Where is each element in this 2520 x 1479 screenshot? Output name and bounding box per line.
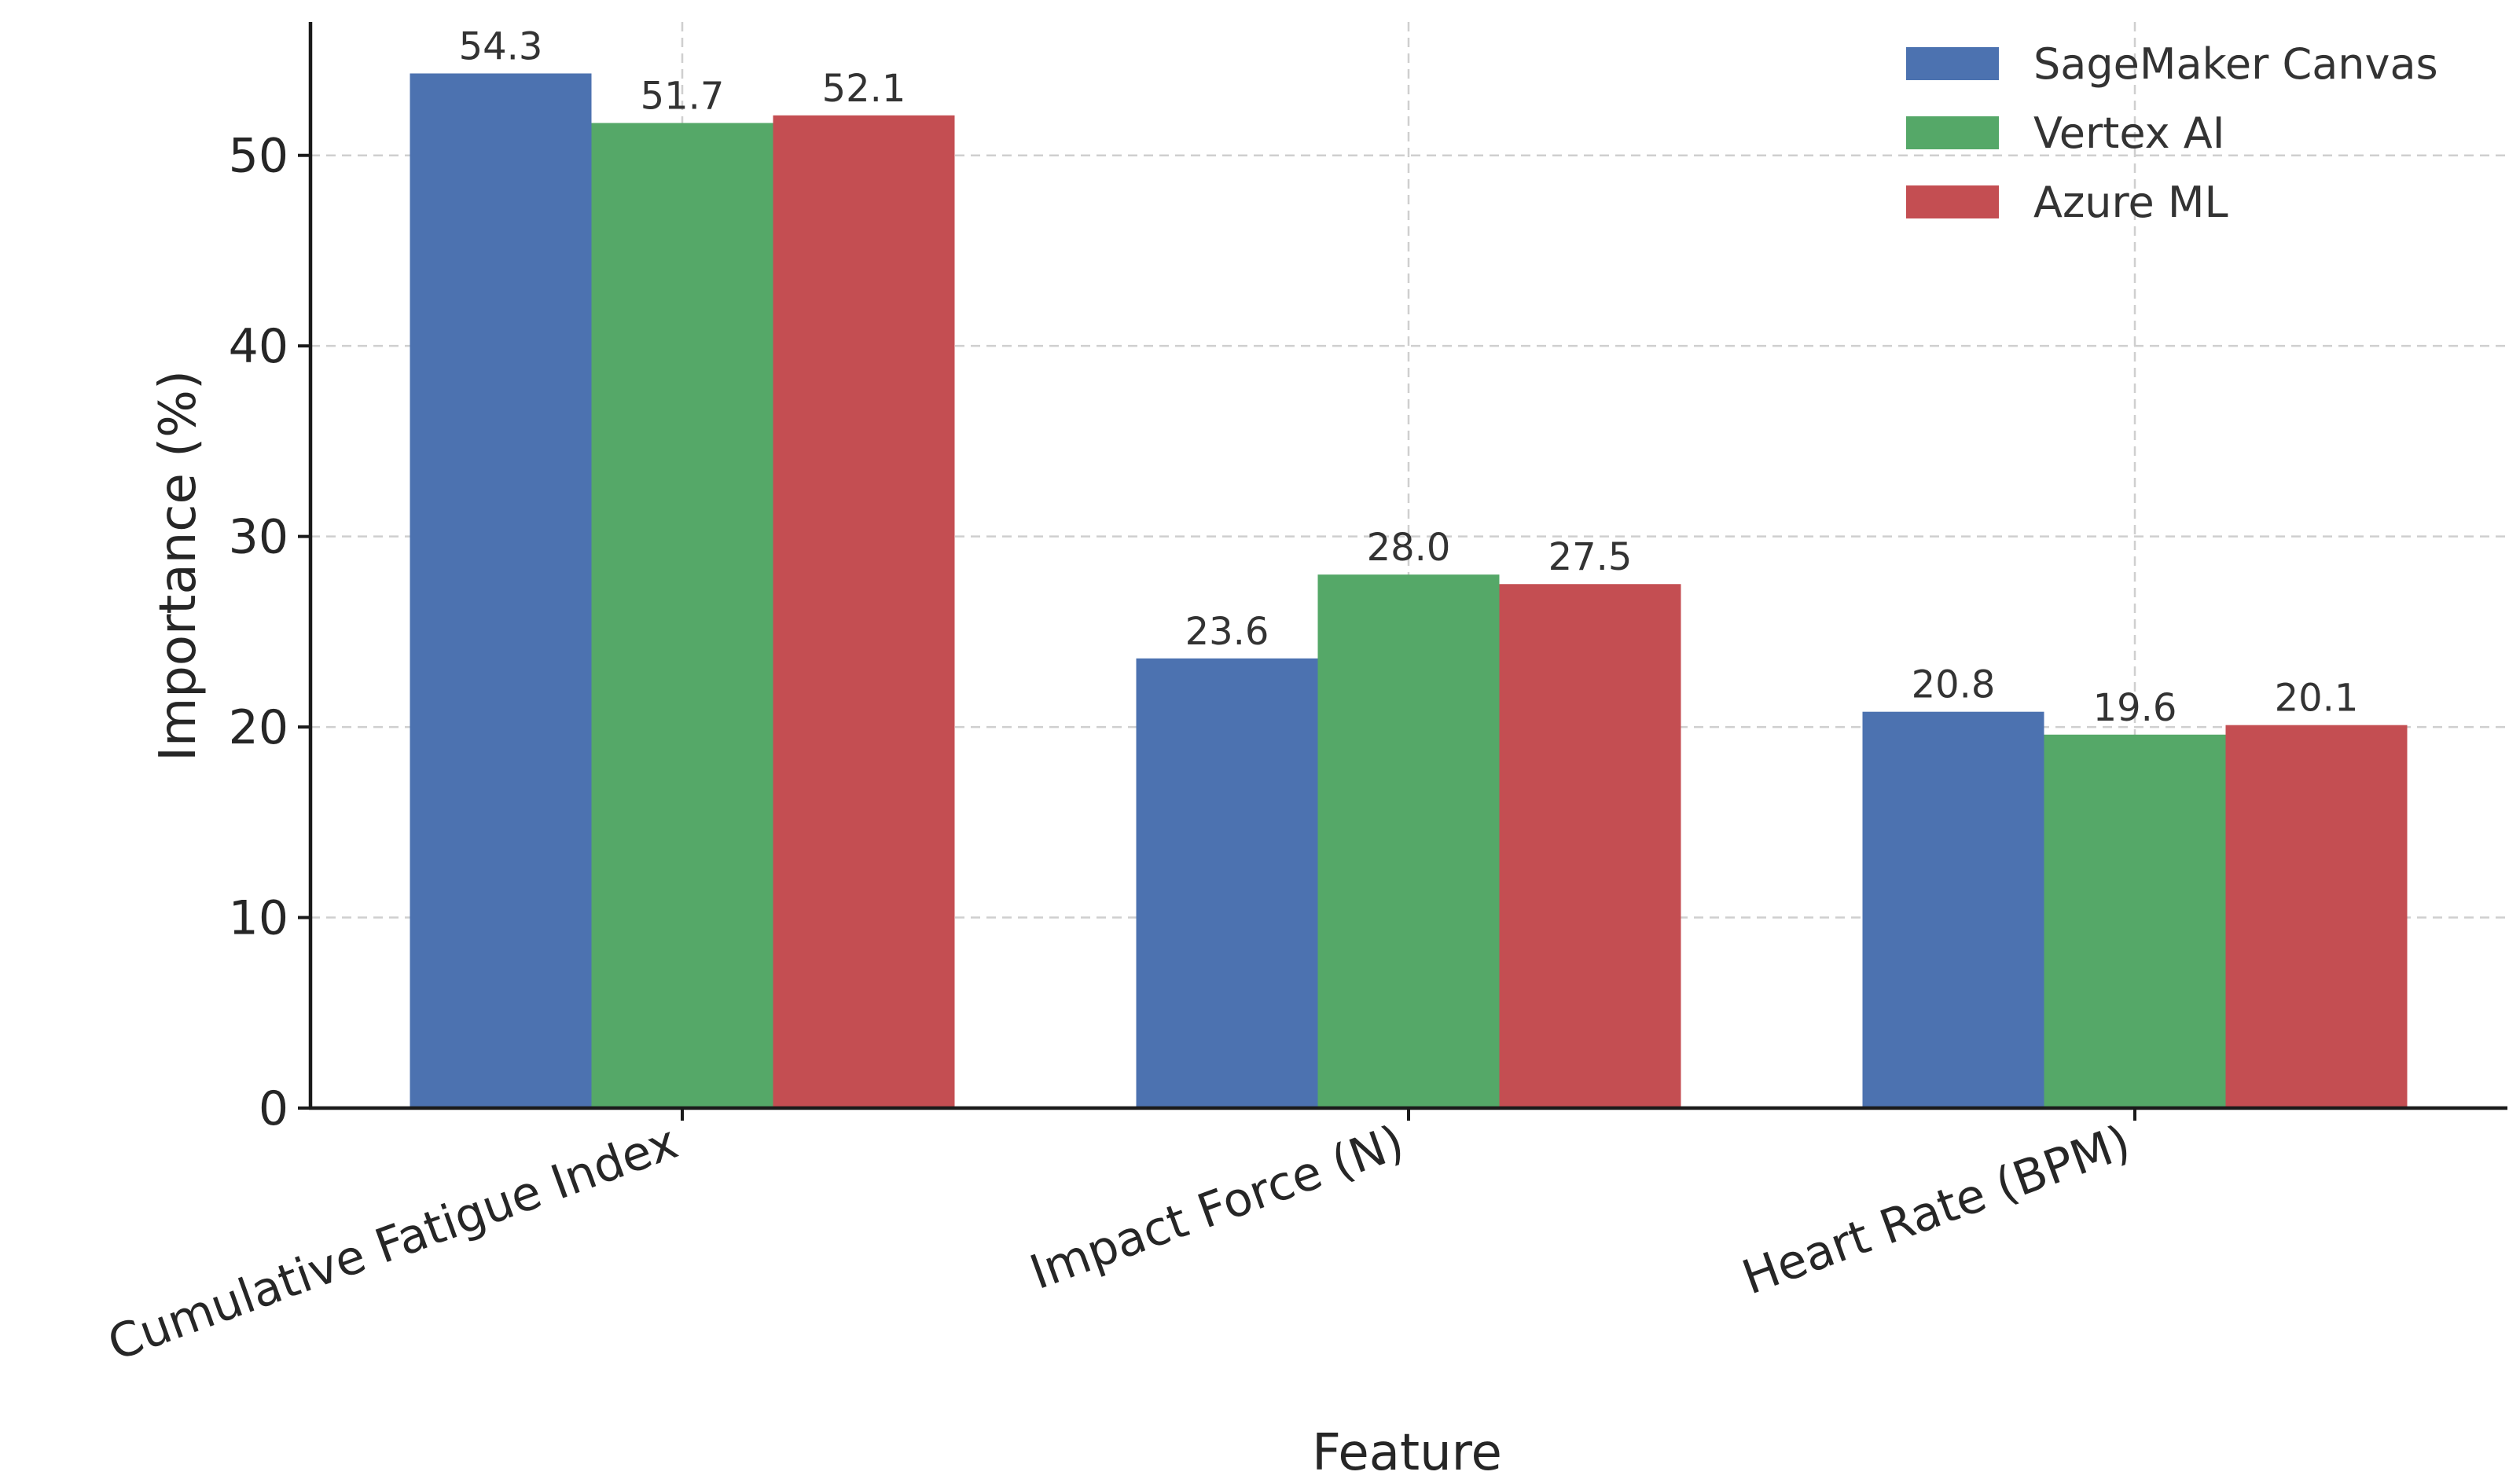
x-tick-label: Heart Rate (BPM)	[1736, 1114, 2137, 1305]
legend-label: Azure ML	[2033, 178, 2228, 227]
y-tick-label: 30	[229, 510, 288, 565]
y-axis-title: Importance (%)	[149, 370, 208, 762]
chart-legend: SageMaker Canvas Vertex AI Azure ML	[1906, 39, 2438, 227]
bar-value-label: 20.8	[1912, 663, 1996, 707]
bar-azure-ml	[1499, 584, 1681, 1108]
bar-vertex-ai	[1317, 574, 1500, 1108]
bar-value-label: 20.1	[2275, 677, 2359, 721]
x-tick-label: Impact Force (N)	[1023, 1114, 1411, 1301]
y-tick-label: 40	[229, 319, 288, 374]
bar-value-label: 27.5	[1548, 535, 1633, 579]
bar-value-label: 54.3	[459, 24, 543, 68]
legend-swatch	[1906, 116, 1999, 149]
bar-value-label: 51.7	[641, 75, 725, 119]
bar-sagemaker-canvas	[1862, 711, 2044, 1108]
bar-value-label: 19.6	[2093, 686, 2177, 730]
legend-swatch	[1906, 185, 1999, 218]
legend-label: SageMaker Canvas	[2033, 39, 2438, 89]
bar-value-label: 52.1	[822, 67, 906, 111]
y-tick-label: 0	[259, 1081, 288, 1136]
y-tick-label: 20	[229, 700, 288, 755]
y-tick-label: 10	[229, 891, 288, 946]
bar-vertex-ai	[591, 123, 773, 1109]
bar-value-label: 28.0	[1367, 526, 1451, 570]
bar-vertex-ai	[2044, 734, 2226, 1108]
legend-label: Vertex AI	[2033, 108, 2225, 158]
bar-azure-ml	[2225, 725, 2408, 1108]
bar-azure-ml	[773, 115, 955, 1109]
legend-swatch	[1906, 47, 1999, 80]
bar-sagemaker-canvas	[1136, 658, 1318, 1108]
bar-sagemaker-canvas	[410, 73, 592, 1109]
x-axis-title: Feature	[1312, 1424, 1502, 1479]
bar-value-label: 23.6	[1185, 610, 1269, 654]
x-tick-label: Cumulative Fatigue Index	[101, 1114, 685, 1371]
y-tick-label: 50	[229, 129, 288, 184]
bars-layer	[410, 73, 2408, 1109]
axes-layer	[298, 22, 2507, 1121]
